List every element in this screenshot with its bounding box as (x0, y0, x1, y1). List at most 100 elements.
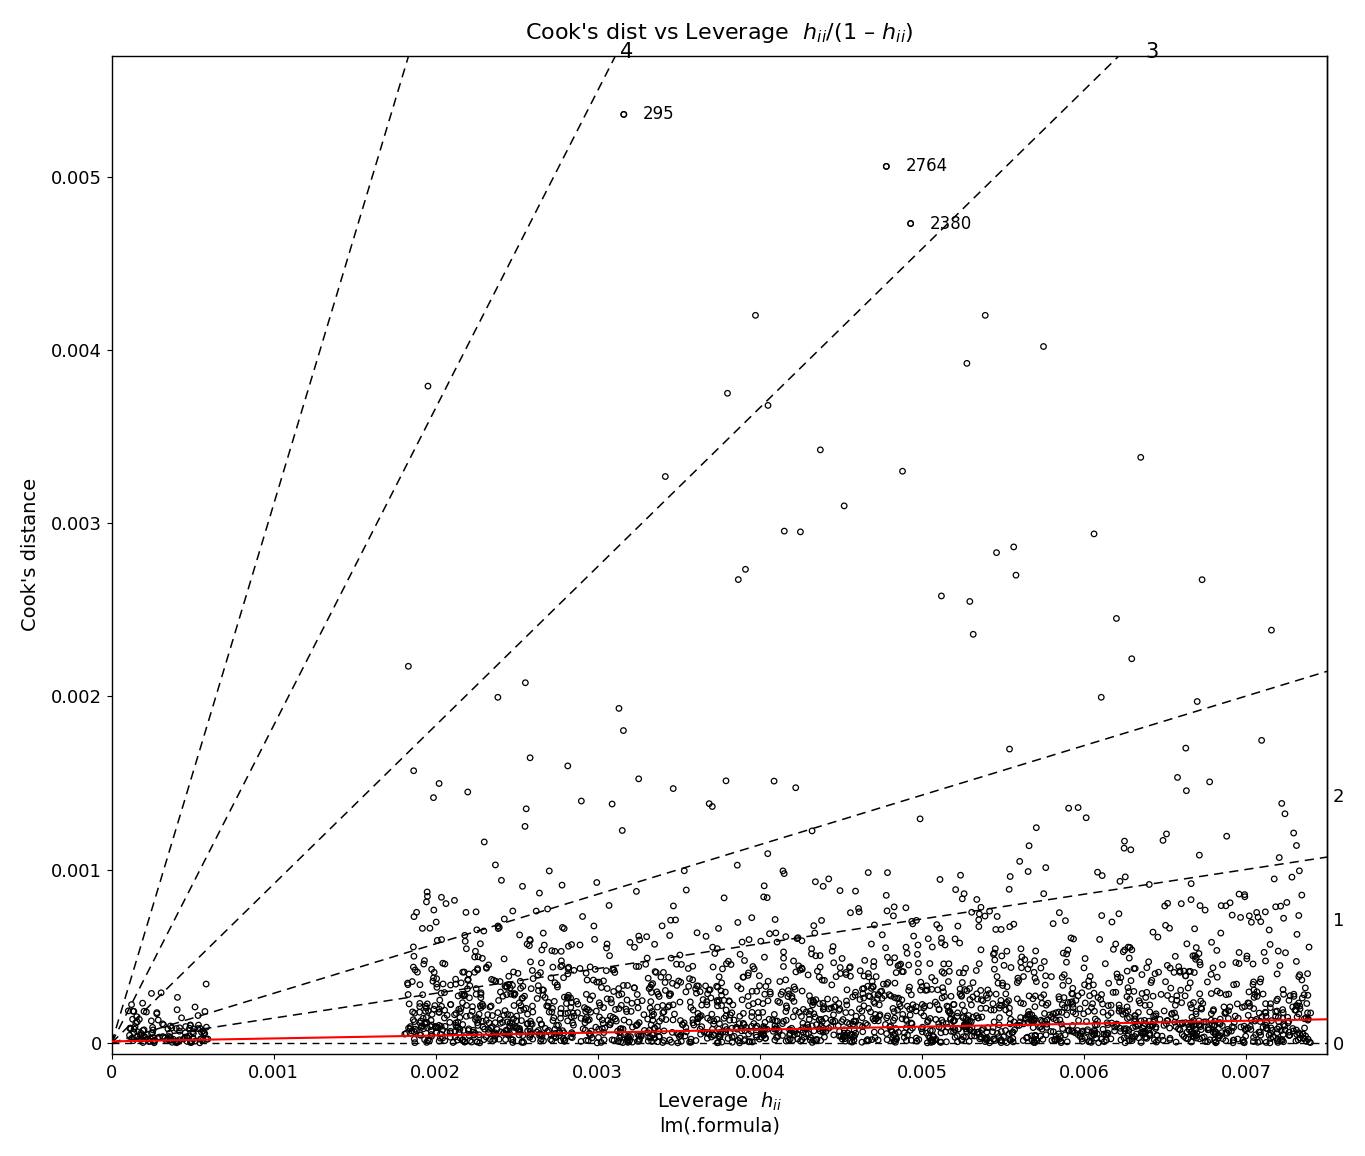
Point (1080, 1033, 1102, 1052)
Point (1242, 1029, 1264, 1047)
Point (1077, 1002, 1099, 1021)
Point (531, 1015, 553, 1033)
Point (1051, 1015, 1073, 1033)
Point (788, 928, 809, 947)
Point (513, 1033, 535, 1052)
Point (1025, 818, 1047, 837)
Point (410, 1025, 431, 1044)
Point (1013, 1015, 1035, 1033)
Point (168, 1032, 190, 1051)
Point (530, 1024, 551, 1043)
Point (1009, 852, 1031, 870)
Point (1091, 985, 1112, 1003)
Point (700, 988, 722, 1007)
Point (902, 995, 924, 1014)
Point (607, 979, 629, 998)
Point (1289, 1029, 1310, 1047)
Point (1185, 939, 1207, 957)
Point (502, 1018, 524, 1037)
Point (651, 996, 673, 1015)
Point (784, 1025, 805, 1044)
Point (983, 1030, 1005, 1048)
Point (1261, 1021, 1283, 1039)
Point (636, 927, 658, 946)
Point (915, 981, 936, 1000)
Point (1130, 1023, 1152, 1042)
Point (839, 904, 861, 922)
Point (486, 1025, 508, 1044)
Point (191, 1023, 213, 1042)
Point (822, 938, 844, 956)
Point (475, 1028, 497, 1046)
Point (1219, 894, 1241, 912)
Point (1228, 884, 1250, 903)
Point (482, 1025, 504, 1044)
Point (1117, 1001, 1138, 1020)
Point (423, 963, 445, 981)
Point (803, 993, 824, 1012)
Point (696, 1023, 718, 1042)
Point (721, 1033, 743, 1052)
Point (652, 1033, 674, 1052)
Point (1002, 1029, 1024, 1047)
Point (756, 844, 778, 862)
Point (412, 985, 434, 1003)
Point (658, 968, 680, 986)
Point (1267, 965, 1289, 984)
Point (450, 985, 472, 1003)
Point (958, 1006, 980, 1024)
Point (1193, 1028, 1215, 1046)
Point (1268, 849, 1290, 867)
Point (494, 1001, 516, 1020)
Point (553, 1023, 575, 1042)
Point (403, 938, 425, 956)
Point (1197, 1032, 1219, 1051)
Point (880, 1021, 902, 1039)
Point (1234, 888, 1256, 906)
Point (470, 934, 491, 953)
Point (670, 1027, 692, 1045)
Point (805, 1031, 827, 1050)
Point (601, 795, 622, 814)
Point (1065, 1005, 1087, 1023)
Point (680, 993, 702, 1012)
Point (650, 968, 672, 986)
Point (617, 1031, 639, 1050)
Point (588, 993, 610, 1012)
Point (470, 985, 491, 1003)
Point (509, 926, 531, 944)
Point (714, 983, 736, 1001)
Point (1175, 1014, 1197, 1032)
Point (887, 988, 909, 1007)
Point (815, 1022, 837, 1040)
Point (955, 354, 977, 372)
Point (680, 1030, 702, 1048)
Point (738, 1032, 760, 1051)
Point (1283, 824, 1305, 843)
Point (117, 1001, 139, 1020)
Point (829, 1000, 850, 1018)
Point (971, 999, 992, 1017)
Point (410, 994, 431, 1013)
Point (1145, 1032, 1167, 1051)
Point (445, 1014, 467, 1032)
Point (841, 1032, 863, 1051)
Point (1062, 995, 1084, 1014)
Point (999, 999, 1021, 1017)
Point (640, 976, 662, 994)
Point (962, 1008, 984, 1027)
Point (631, 992, 652, 1010)
Point (586, 1033, 607, 1052)
Point (1190, 992, 1212, 1010)
Point (640, 1032, 662, 1051)
Point (983, 1001, 1005, 1020)
Point (456, 996, 478, 1015)
Point (566, 995, 588, 1014)
Point (1263, 869, 1284, 888)
Point (505, 1007, 527, 1025)
Point (1097, 1015, 1119, 1033)
Point (1031, 958, 1052, 977)
Point (1291, 885, 1313, 904)
Point (637, 1028, 659, 1046)
Point (1118, 938, 1140, 956)
